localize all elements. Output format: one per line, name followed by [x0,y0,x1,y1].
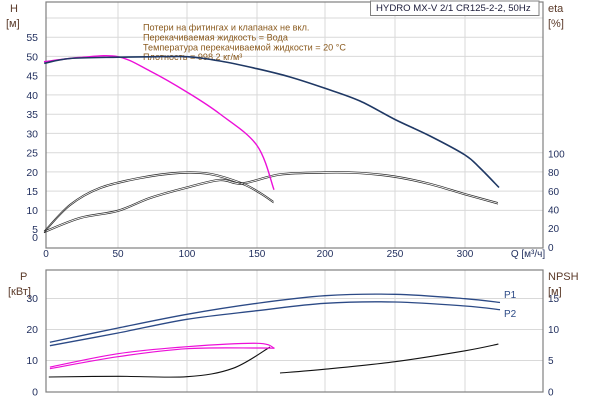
svg-text:50: 50 [112,249,124,260]
svg-text:NPSH: NPSH [548,271,579,283]
svg-text:60: 60 [548,187,560,198]
svg-text:P2: P2 [504,309,517,320]
svg-text:10: 10 [26,355,38,367]
svg-text:eta: eta [548,3,564,15]
svg-text:300: 300 [457,249,474,260]
svg-text:0: 0 [43,249,49,260]
svg-text:25: 25 [26,148,38,160]
svg-text:P: P [20,271,27,283]
svg-text:5: 5 [548,356,554,367]
svg-text:Q [м³/ч]: Q [м³/ч] [511,249,546,260]
svg-text:100: 100 [548,150,565,161]
svg-text:0: 0 [32,387,38,399]
svg-text:P1: P1 [504,290,517,301]
svg-text:20: 20 [26,324,38,336]
svg-text:Температура перекачиваемой жид: Температура перекачиваемой жидкости = 20… [143,42,346,52]
svg-text:[м]: [м] [548,286,562,298]
svg-text:H: H [10,3,18,15]
svg-text:5: 5 [32,224,38,236]
svg-text:100: 100 [179,249,196,260]
svg-text:[м]: [м] [6,18,20,30]
svg-text:55: 55 [26,32,38,44]
svg-text:HYDRO MX-V 2/1 CR125-2-2, 50Hz: HYDRO MX-V 2/1 CR125-2-2, 50Hz [376,3,531,14]
svg-text:Потери на фитингах и клапанах: Потери на фитингах и клапанах не вкл. [143,23,309,33]
svg-text:40: 40 [548,206,560,217]
svg-text:0: 0 [548,388,554,399]
svg-text:Перекачиваемая жидкость = Вода: Перекачиваемая жидкость = Вода [143,33,289,43]
svg-text:40: 40 [26,90,38,102]
svg-text:20: 20 [26,167,38,179]
svg-text:200: 200 [317,249,334,260]
svg-text:250: 250 [387,249,404,260]
svg-text:150: 150 [249,249,266,260]
svg-text:50: 50 [26,52,38,64]
svg-text:0: 0 [548,243,554,254]
svg-text:[кВт]: [кВт] [8,286,31,298]
svg-text:15: 15 [26,186,38,198]
svg-text:35: 35 [26,109,38,121]
svg-text:[%]: [%] [548,18,564,30]
svg-text:10: 10 [548,325,560,336]
svg-text:30: 30 [26,129,38,141]
svg-text:80: 80 [548,168,560,179]
svg-text:10: 10 [26,205,38,217]
svg-text:45: 45 [26,71,38,83]
svg-text:20: 20 [548,224,560,235]
